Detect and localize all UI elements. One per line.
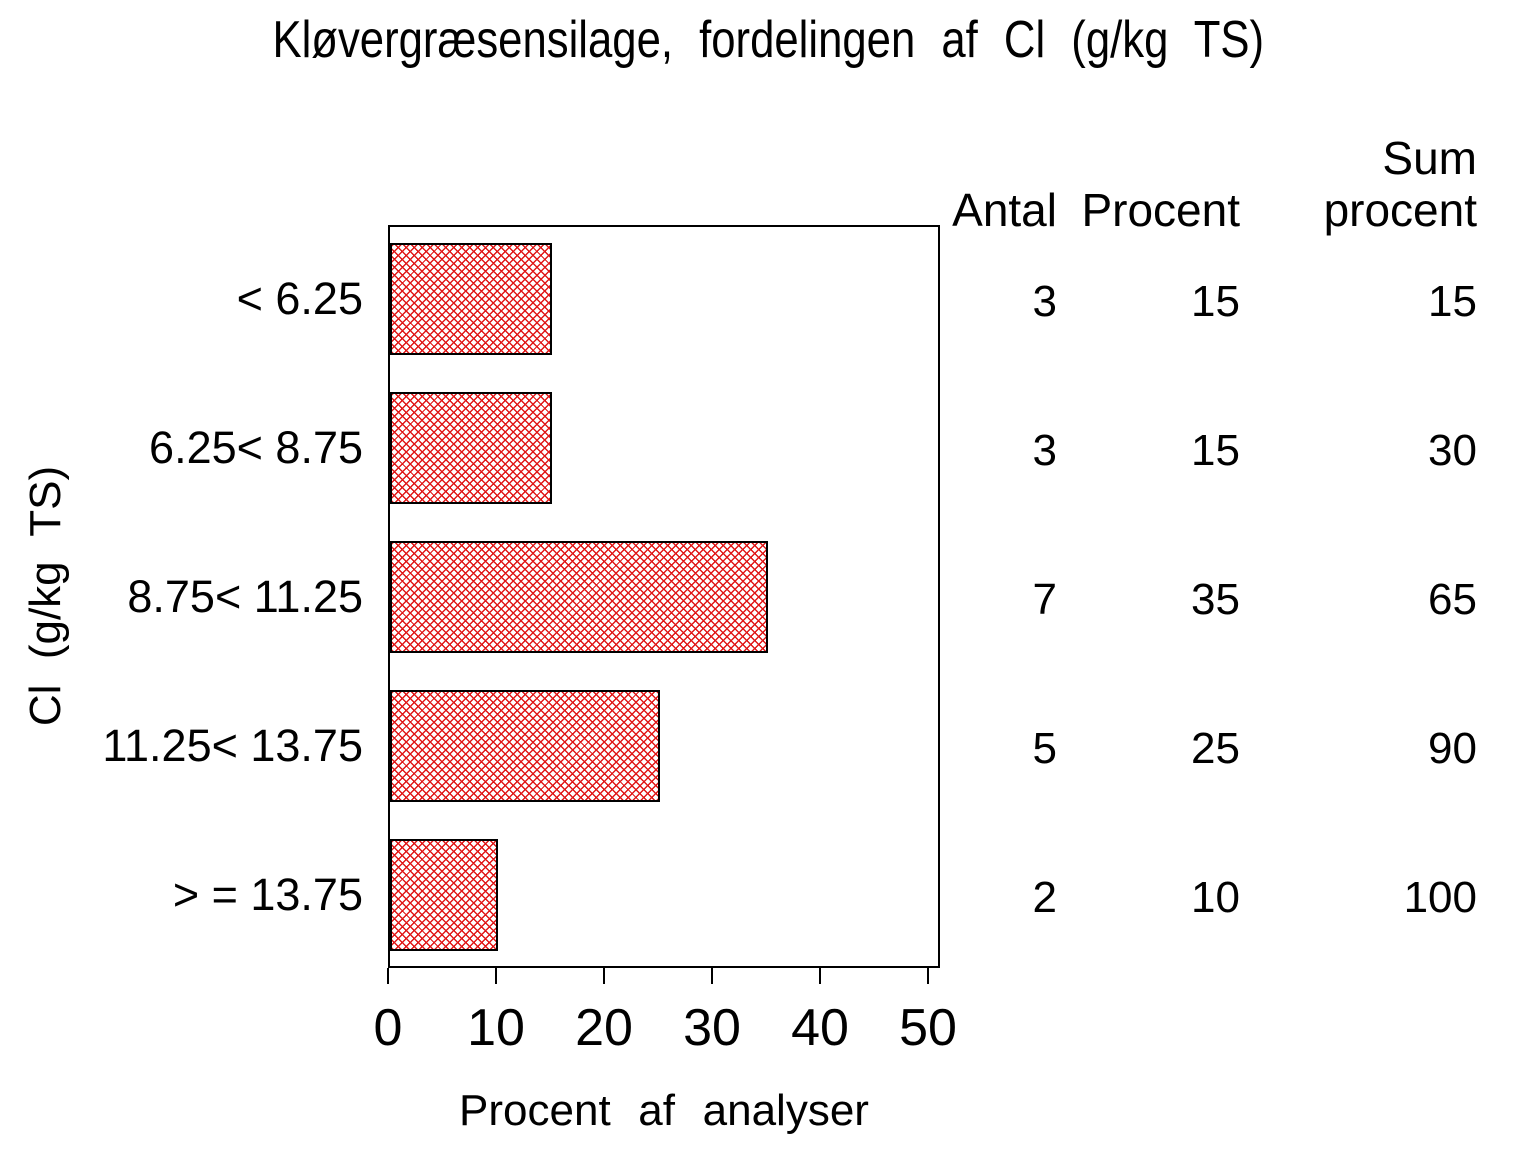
chart-title-wrap: Kløvergræsensilage, fordelingen af Cl (g… — [0, 10, 1536, 70]
table-row: 7 35 65 — [857, 574, 1477, 626]
x-tick-mark — [387, 968, 389, 984]
cell-sum-procent: 100 — [1403, 873, 1477, 922]
chart-title: Kløvergræsensilage, fordelingen af Cl (g… — [272, 11, 1264, 69]
cell-procent: 25 — [1191, 724, 1240, 773]
cell-procent: 15 — [1191, 277, 1240, 326]
plot-area — [388, 225, 940, 968]
cell-antal: 2 — [1032, 873, 1057, 922]
table-header-sum-line1: Sum — [1382, 132, 1477, 184]
table-header-procent: Procent — [1081, 184, 1240, 236]
x-tick-label: 0 — [373, 999, 403, 1057]
cell-procent: 10 — [1191, 873, 1240, 922]
cell-sum-procent: 65 — [1428, 575, 1477, 624]
x-tick-label: 30 — [683, 999, 741, 1057]
table-row: 5 25 90 — [857, 723, 1477, 775]
x-tick-label: 10 — [467, 999, 525, 1057]
bar-6.25-8.75 — [390, 392, 552, 504]
category-label: 8.75< 11.25 — [127, 571, 363, 622]
table-header-sum-procent: Sum procent — [1277, 132, 1477, 236]
cell-antal: 7 — [1032, 575, 1057, 624]
category-label: < 6.25 — [236, 273, 363, 324]
category-label: 11.25< 13.75 — [102, 720, 363, 771]
bar-gte-13.75 — [390, 839, 498, 951]
table-header-sum-line2: procent — [1323, 184, 1477, 236]
cell-sum-procent: 30 — [1428, 426, 1477, 475]
x-tick-mark — [927, 968, 929, 984]
table-row: 2 10 100 — [857, 872, 1477, 924]
cell-antal: 3 — [1032, 277, 1057, 326]
x-axis-title: Procent af analyser — [459, 1086, 869, 1135]
category-label: 6.25< 8.75 — [149, 422, 363, 473]
x-tick-label: 20 — [575, 999, 633, 1057]
category-label: > = 13.75 — [172, 869, 363, 920]
x-tick-mark — [603, 968, 605, 984]
bar-8.75-11.25 — [390, 541, 768, 653]
x-tick-label: 40 — [791, 999, 849, 1057]
x-tick-mark — [819, 968, 821, 984]
cell-procent: 15 — [1191, 426, 1240, 475]
bar-11.25-13.75 — [390, 690, 660, 802]
table-row: 3 15 30 — [857, 425, 1477, 477]
x-tick-mark — [711, 968, 713, 984]
cell-procent: 35 — [1191, 575, 1240, 624]
cell-antal: 3 — [1032, 426, 1057, 475]
bar-lt-6.25 — [390, 243, 552, 355]
cell-antal: 5 — [1032, 724, 1057, 773]
x-tick-mark — [495, 968, 497, 984]
table-header-antal: Antal — [952, 184, 1057, 236]
x-tick-label: 50 — [899, 999, 957, 1057]
cell-sum-procent: 15 — [1428, 277, 1477, 326]
cell-sum-procent: 90 — [1428, 724, 1477, 773]
table-row: 3 15 15 — [857, 276, 1477, 328]
